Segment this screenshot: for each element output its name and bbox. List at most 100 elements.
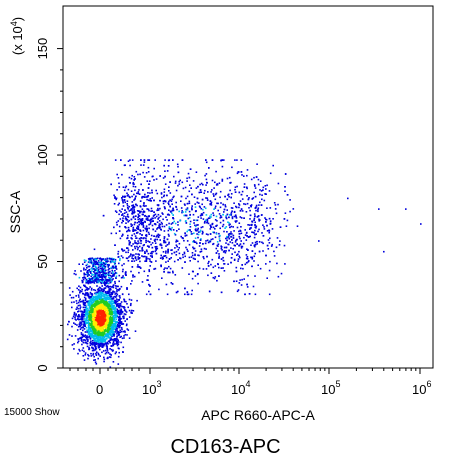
scatter-point — [107, 323, 109, 325]
scatter-point — [93, 271, 95, 273]
scatter-point — [214, 219, 217, 221]
scatter-point — [97, 268, 100, 270]
scatter-point — [118, 351, 120, 354]
scatter-point — [116, 289, 118, 291]
scatter-point — [183, 252, 186, 255]
scatter-point — [251, 258, 254, 260]
scatter-point — [95, 363, 98, 365]
scatter-point — [111, 311, 113, 313]
scatter-point — [136, 242, 139, 245]
scatter-point — [226, 198, 229, 201]
scatter-point — [115, 272, 118, 275]
scatter-point — [85, 279, 88, 281]
scatter-point — [126, 200, 129, 202]
scatter-point — [175, 244, 178, 246]
scatter-point — [272, 164, 274, 167]
scatter-point — [188, 256, 191, 259]
scatter-point — [248, 207, 250, 209]
scatter-point — [230, 214, 233, 216]
scatter-point — [127, 216, 130, 218]
scatter-point — [420, 223, 422, 225]
scatter-point — [168, 265, 170, 268]
scatter-point — [216, 220, 218, 222]
scatter-point — [102, 278, 105, 281]
scatter-point — [226, 177, 229, 180]
scatter-point — [80, 321, 83, 323]
scatter-point — [86, 294, 88, 297]
scatter-point — [110, 316, 112, 319]
scatter-point — [78, 310, 80, 312]
scatter-point — [194, 253, 196, 256]
scatter-point — [257, 210, 259, 213]
scatter-point — [106, 257, 109, 260]
scatter-point — [201, 198, 204, 201]
scatter-point — [81, 313, 83, 315]
scatter-point — [166, 238, 169, 241]
scatter-point — [87, 353, 89, 356]
scatter-point — [171, 212, 173, 215]
scatter-point — [119, 311, 121, 314]
scatter-point — [83, 267, 85, 270]
scatter-point — [201, 226, 204, 228]
scatter-point — [132, 185, 135, 188]
scatter-point — [196, 230, 198, 232]
scatter-point — [103, 269, 105, 272]
scatter-point — [189, 226, 192, 228]
scatter-point — [191, 233, 193, 235]
scatter-point — [189, 223, 191, 225]
scatter-point — [246, 235, 248, 237]
scatter-point — [119, 324, 121, 327]
scatter-point — [82, 277, 84, 279]
scatter-point — [177, 290, 179, 293]
scatter-point — [102, 337, 105, 340]
scatter-point — [115, 351, 117, 353]
scatter-point — [97, 325, 100, 327]
scatter-point — [113, 194, 115, 197]
scatter-point — [248, 197, 250, 199]
scatter-point — [156, 234, 158, 237]
scatter-point — [71, 335, 73, 337]
scatter-point — [126, 257, 129, 260]
scatter-point — [122, 200, 124, 203]
scatter-point — [239, 243, 242, 245]
scatter-point — [205, 248, 207, 250]
scatter-point — [133, 212, 135, 214]
scatter-point — [206, 239, 209, 242]
scatter-point — [121, 323, 124, 325]
scatter-point — [110, 295, 113, 298]
scatter-point — [132, 216, 135, 219]
scatter-point — [115, 265, 117, 268]
scatter-point — [85, 282, 87, 284]
scatter-point — [186, 230, 188, 233]
scatter-point — [161, 256, 164, 259]
scatter-point — [142, 211, 144, 213]
scatter-point — [83, 259, 86, 261]
scatter-point — [93, 342, 95, 345]
scatter-point — [95, 337, 98, 340]
scatter-point — [75, 314, 77, 317]
scatter-point — [159, 226, 161, 228]
scatter-point — [98, 279, 100, 281]
scatter-point — [82, 313, 85, 316]
scatter-point — [131, 254, 134, 256]
scatter-point — [200, 182, 203, 185]
scatter-point — [82, 355, 85, 357]
scatter-point — [91, 346, 93, 349]
scatter-point — [100, 340, 103, 342]
scatter-point — [127, 221, 129, 223]
scatter-point — [135, 253, 137, 255]
scatter-point — [87, 271, 89, 274]
scatter-point — [210, 213, 213, 216]
scatter-point — [113, 311, 115, 313]
scatter-point — [91, 302, 93, 304]
scatter-point — [227, 221, 229, 223]
scatter-point — [174, 234, 177, 236]
scatter-point — [255, 204, 258, 207]
scatter-point — [226, 235, 228, 238]
scatter-point — [88, 296, 91, 299]
scatter-point — [222, 256, 224, 259]
scatter-point — [216, 202, 218, 205]
scatter-point — [87, 319, 89, 322]
scatter-point — [109, 315, 112, 318]
scatter-point — [100, 273, 102, 276]
